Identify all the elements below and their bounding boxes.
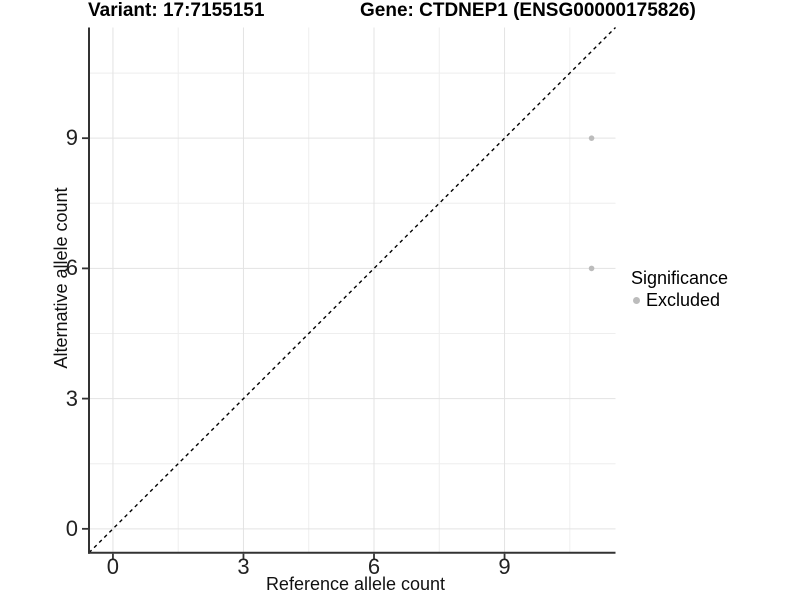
y-tick-label: 0 — [65, 515, 78, 541]
legend: Significance Excluded — [631, 268, 728, 310]
y-tick-label: 6 — [65, 255, 78, 281]
identity-dashed-line — [88, 27, 616, 554]
data-point — [588, 135, 595, 141]
y-tick-label: 3 — [65, 385, 78, 411]
x-axis-title: Reference allele count — [265, 574, 446, 594]
x-tick-label: 3 — [237, 554, 250, 579]
legend-point-icon — [633, 296, 640, 304]
legend-item-excluded: Excluded — [633, 290, 728, 310]
data-point — [588, 265, 595, 272]
legend-title: Significance — [631, 268, 729, 288]
y-tick-label: 9 — [65, 125, 78, 151]
variant-title: Variant: 17:7155151 — [88, 0, 265, 21]
x-tick-label: 6 — [367, 554, 381, 579]
x-tick-label: 9 — [498, 554, 511, 579]
y-axis-title: Alternative allele count — [51, 187, 71, 369]
gene-title: Gene: CTDNEP1 (ENSG00000175826) — [360, 0, 696, 21]
legend-item-label: Excluded — [646, 290, 721, 310]
x-tick-label: 0 — [106, 554, 120, 579]
